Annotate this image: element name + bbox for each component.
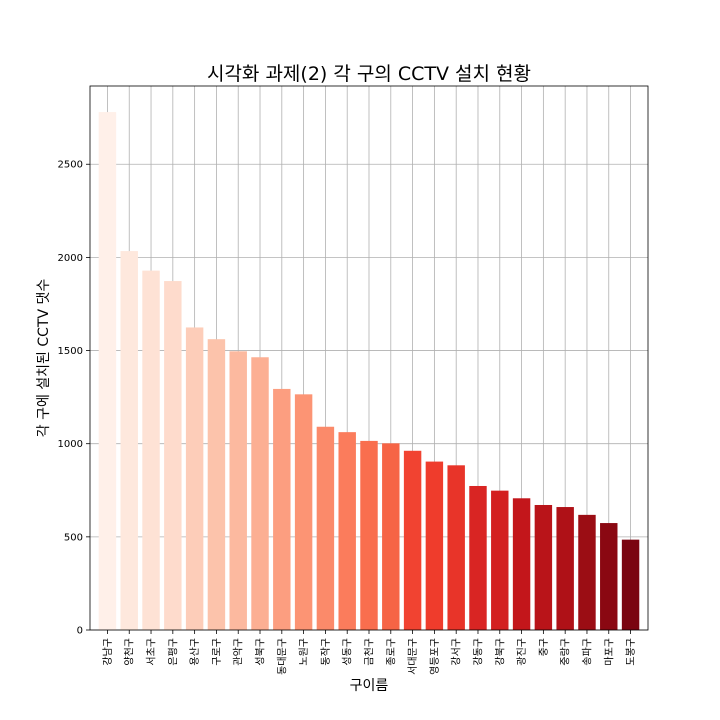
bar — [98, 112, 117, 630]
x-tick-label: 동작구 — [320, 638, 332, 666]
bar — [578, 514, 596, 630]
y-tick-label: 1500 — [58, 346, 83, 357]
bar — [273, 388, 291, 630]
x-tick-label: 광진구 — [516, 638, 528, 666]
bar — [491, 490, 509, 630]
bar — [621, 539, 640, 630]
y-axis-ticks: 0 500 1000 1500 2000 2500 — [58, 160, 90, 637]
bar — [556, 507, 574, 630]
x-tick-label: 성북구 — [255, 638, 267, 666]
bar — [403, 450, 422, 630]
y-tick-label: 500 — [64, 532, 83, 543]
bar — [185, 327, 204, 630]
bar-layer — [98, 112, 640, 630]
x-axis-label: 구이름 — [350, 678, 389, 694]
x-tick-label: 노원구 — [298, 638, 310, 666]
bar — [316, 426, 335, 630]
bar — [512, 498, 531, 630]
bar — [164, 281, 182, 630]
x-tick-label: 중랑구 — [560, 638, 572, 666]
x-tick-label: 관악구 — [233, 638, 245, 666]
x-tick-label: 중구 — [538, 638, 550, 656]
x-tick-label: 은평구 — [167, 638, 179, 666]
x-tick-label: 강서구 — [451, 638, 463, 666]
x-tick-label: 송파구 — [581, 638, 593, 666]
bar — [229, 351, 247, 630]
x-tick-label: 종로구 — [385, 638, 397, 666]
x-tick-label: 구로구 — [212, 638, 223, 666]
bar — [425, 461, 444, 630]
x-tick-label: 마포구 — [603, 638, 615, 666]
x-tick-label: 서대문구 — [407, 638, 419, 675]
bar — [251, 357, 269, 630]
bar — [142, 270, 160, 630]
chart-title: 시각화 과제(2) 각 구의 CCTV 설치 현황 — [207, 63, 531, 85]
x-tick-label: 성동구 — [342, 638, 354, 666]
bar — [207, 339, 226, 630]
bar — [447, 465, 465, 630]
x-axis-ticks: 강남구 양천구 서초구 은평구 용산구 구로구 관악구 성북구 동대문구 노원구 동작구 성동구 금천구… — [102, 630, 637, 675]
x-tick-label: 금천구 — [364, 638, 376, 666]
bar — [338, 432, 356, 630]
y-tick-label: 2500 — [58, 160, 83, 171]
bar — [360, 440, 378, 630]
y-axis-label: 각 구에 설치된 CCTV 댓수 — [36, 279, 52, 438]
bar — [382, 443, 400, 630]
x-tick-label: 동대문구 — [276, 638, 288, 675]
x-tick-label: 용산구 — [189, 638, 201, 666]
y-tick-label: 2000 — [58, 253, 83, 264]
bar — [294, 394, 313, 630]
bar — [469, 485, 487, 630]
y-tick-label: 0 — [77, 626, 83, 637]
x-tick-label: 영등포구 — [429, 638, 441, 675]
x-tick-label: 강동구 — [472, 638, 484, 666]
x-tick-label: 강북구 — [494, 638, 506, 666]
x-tick-label: 도봉구 — [625, 638, 637, 666]
bar — [534, 504, 553, 630]
bar — [120, 251, 138, 630]
y-tick-label: 1000 — [58, 439, 83, 450]
x-tick-label: 서초구 — [146, 638, 158, 666]
bar — [600, 523, 618, 630]
x-tick-label: 양천구 — [124, 638, 136, 666]
x-tick-label: 강남구 — [102, 638, 114, 666]
